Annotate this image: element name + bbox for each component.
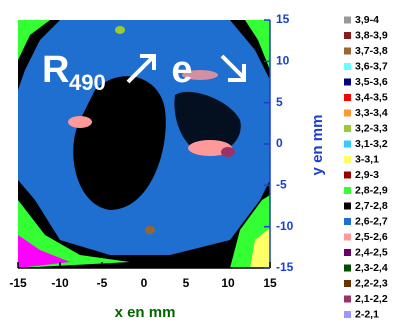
x-tick-label: 0 bbox=[141, 276, 148, 290]
y-tick-label: 15 bbox=[276, 12, 290, 26]
legend-label: 3,7-3,8 bbox=[355, 45, 388, 57]
x-tick-label: 10 bbox=[221, 276, 235, 290]
y-tick-label: 10 bbox=[276, 54, 290, 68]
map-region bbox=[250, 228, 270, 268]
legend-swatch bbox=[344, 32, 351, 39]
x-axis-label: x en mm bbox=[115, 304, 176, 321]
map-region bbox=[18, 200, 130, 268]
legend-label: 2,7-2,8 bbox=[355, 200, 388, 212]
legend-label: 2,3-2,4 bbox=[355, 262, 388, 274]
legend-label: 3-3,1 bbox=[355, 153, 379, 165]
legend-swatch bbox=[344, 156, 351, 163]
legend-label: 2,4-2,5 bbox=[355, 246, 388, 258]
legend-swatch bbox=[344, 109, 351, 117]
legend-label: 2,8-2,9 bbox=[355, 184, 388, 196]
y-tick-label: -5 bbox=[276, 178, 287, 192]
arrow bbox=[220, 54, 246, 82]
legend-label: 3,9-4 bbox=[355, 14, 379, 26]
map-region bbox=[174, 91, 241, 153]
legend-swatch bbox=[344, 47, 351, 55]
legend-label: 3,6-3,7 bbox=[355, 60, 388, 72]
annotation: R bbox=[42, 49, 69, 91]
y-tick-label: -10 bbox=[276, 219, 294, 233]
legend-label: 2,1-2,2 bbox=[355, 293, 388, 305]
legend-swatch bbox=[344, 171, 351, 179]
legend-swatch bbox=[344, 94, 351, 101]
legend-swatch bbox=[344, 63, 351, 70]
annotation: e bbox=[171, 49, 192, 91]
legend-swatch bbox=[344, 78, 351, 86]
x-tick-label: 15 bbox=[263, 276, 277, 290]
legend-label: 3,8-3,9 bbox=[355, 29, 388, 41]
y-axis-label: y en mm bbox=[309, 115, 326, 176]
legend-swatch bbox=[344, 187, 351, 194]
map-region bbox=[245, 20, 270, 70]
legend-label: 3,4-3,5 bbox=[355, 91, 388, 103]
legend-swatch bbox=[344, 125, 351, 132]
y-tick-label: 5 bbox=[276, 95, 283, 109]
map-region bbox=[221, 147, 235, 157]
legend-swatch bbox=[344, 280, 351, 287]
legend-swatch bbox=[344, 218, 351, 225]
x-tick-label: -15 bbox=[9, 276, 27, 290]
legend-label: 3,1-3,2 bbox=[355, 138, 388, 150]
map-region bbox=[18, 180, 270, 268]
legend-label: 3,3-3,4 bbox=[355, 107, 388, 119]
y-tick-label: 0 bbox=[276, 136, 283, 150]
legend-label: 2,2-2,3 bbox=[355, 277, 388, 289]
annotation-sub: 490 bbox=[69, 70, 106, 95]
legend-swatch bbox=[344, 264, 351, 272]
legend-label: 3,2-3,3 bbox=[355, 122, 388, 134]
legend-swatch bbox=[344, 249, 351, 256]
legend-label: 2,6-2,7 bbox=[355, 215, 388, 227]
x-tick-label: -10 bbox=[51, 276, 69, 290]
legend-label: 2,9-3 bbox=[355, 169, 379, 181]
legend-swatch bbox=[344, 295, 351, 303]
y-tick-label: -15 bbox=[276, 260, 294, 274]
legend-label: 2,5-2,6 bbox=[355, 231, 388, 243]
map-region bbox=[182, 70, 218, 80]
map-region bbox=[68, 116, 92, 128]
map-region bbox=[18, 20, 50, 60]
legend-swatch bbox=[344, 140, 351, 148]
map-region bbox=[115, 26, 125, 34]
arrow bbox=[126, 54, 156, 84]
legend-label: 2-2,1 bbox=[355, 308, 379, 320]
map-region bbox=[18, 235, 70, 268]
x-tick-label: 5 bbox=[183, 276, 190, 290]
legend-swatch bbox=[344, 233, 351, 241]
legend-swatch bbox=[344, 202, 351, 210]
legend-swatch bbox=[344, 16, 351, 24]
map-region bbox=[145, 226, 155, 234]
x-tick-label: -5 bbox=[97, 276, 108, 290]
legend-swatch bbox=[344, 311, 351, 318]
legend-label: 3,5-3,6 bbox=[355, 76, 388, 88]
map-region bbox=[73, 76, 166, 210]
